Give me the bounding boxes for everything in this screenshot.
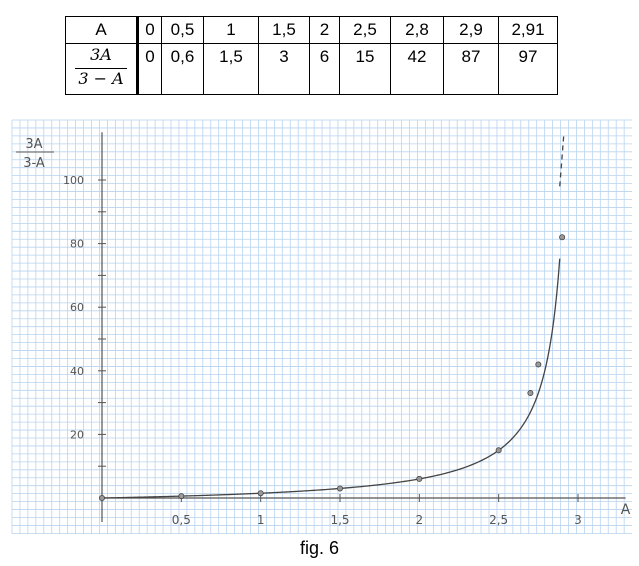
data-point bbox=[495, 447, 502, 454]
expression-value-cell: 87 bbox=[443, 43, 499, 95]
a-value-cell: 2,5 bbox=[339, 16, 391, 44]
table-row-expression: 3A 3 − A 0 0,6 1,5 3 6 15 42 87 97 bbox=[65, 43, 558, 95]
expression-value-cell: 3 bbox=[258, 43, 310, 95]
y-tick-label: 60 bbox=[70, 301, 84, 314]
data-point bbox=[178, 493, 185, 500]
table-row-a: A 0 0,5 1 1,5 2 2,5 2,8 2,9 2,91 bbox=[65, 16, 558, 44]
data-point bbox=[257, 490, 264, 497]
data-point bbox=[336, 485, 343, 492]
data-point bbox=[559, 234, 566, 241]
a-value-cell: 2,91 bbox=[498, 16, 558, 44]
a-value-cell: 0 bbox=[137, 16, 162, 44]
a-value-cell: 2,9 bbox=[443, 16, 499, 44]
a-value-cell: 2,8 bbox=[390, 16, 444, 44]
y-axis-label-numerator: 3A bbox=[25, 137, 42, 152]
expression-numerator: 3A bbox=[90, 45, 112, 64]
expression-value-cell: 97 bbox=[498, 43, 558, 95]
curve bbox=[101, 135, 565, 499]
a-value-cell: 2 bbox=[309, 16, 340, 44]
expression-value-cell: 6 bbox=[309, 43, 340, 95]
expression-value-cell: 0,6 bbox=[161, 43, 204, 95]
x-tick-label: 1 bbox=[257, 513, 265, 527]
expression-value-cell: 15 bbox=[339, 43, 391, 95]
expression-value-cell: 0 bbox=[137, 43, 162, 95]
x-tick-label: 2 bbox=[416, 513, 424, 527]
data-point bbox=[99, 494, 106, 501]
expression-value-cell: 1,5 bbox=[203, 43, 259, 95]
x-tick-label: 1,5 bbox=[330, 513, 349, 527]
curve-line bbox=[101, 258, 561, 499]
expression-denominator: 3 − A bbox=[75, 68, 127, 89]
y-tick-label: 40 bbox=[70, 365, 84, 378]
x-tick-label: 3 bbox=[574, 513, 582, 527]
data-point bbox=[416, 475, 423, 482]
grid bbox=[11, 119, 632, 534]
expression-header-cell: 3A 3 − A bbox=[65, 43, 139, 95]
points bbox=[99, 234, 566, 501]
y-axis-label-denominator: 3-A bbox=[23, 156, 45, 171]
x-tick-label: 2,5 bbox=[489, 513, 508, 527]
value-table: A 0 0,5 1 1,5 2 2,5 2,8 2,9 2,91 3A 3 − A 0 0,6 1,… bbox=[65, 16, 558, 95]
x-axis-label: A bbox=[621, 502, 631, 518]
a-value-cell: 1,5 bbox=[258, 16, 310, 44]
y-tick-label: 100 bbox=[63, 174, 84, 187]
expression-fraction: 3A 3 − A bbox=[75, 44, 127, 89]
data-point bbox=[527, 390, 534, 397]
figure-caption: fig. 6 bbox=[299, 538, 340, 558]
y-tick-label: 20 bbox=[70, 428, 84, 441]
a-value-cell: 1 bbox=[203, 16, 259, 44]
a-header-cell: A bbox=[65, 16, 139, 44]
x-tick-label: 0,5 bbox=[172, 513, 191, 527]
a-value-cell: 0,5 bbox=[161, 16, 204, 44]
y-tick-label: 80 bbox=[70, 238, 84, 251]
expression-value-cell: 42 bbox=[390, 43, 444, 95]
data-point bbox=[535, 361, 542, 368]
